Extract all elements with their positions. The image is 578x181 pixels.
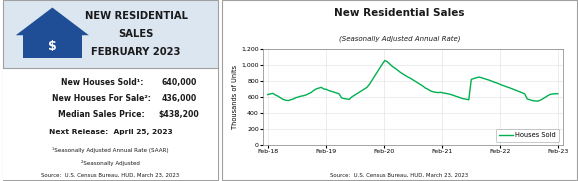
Text: New Houses For Sale²:: New Houses For Sale²: xyxy=(53,94,151,103)
Legend: Houses Sold: Houses Sold xyxy=(496,129,560,142)
Text: New Houses Sold¹:: New Houses Sold¹: xyxy=(61,78,143,87)
Houses Sold xyxy=(264,93,271,96)
FancyBboxPatch shape xyxy=(23,34,81,58)
Text: NEW RESIDENTIAL: NEW RESIDENTIAL xyxy=(84,11,188,21)
Houses Sold xyxy=(374,71,381,73)
Houses Sold xyxy=(331,91,338,93)
Houses Sold xyxy=(554,93,561,95)
Houses Sold xyxy=(381,59,388,62)
Text: ¹Seasonally Adjusted Annual Rate (SAAR): ¹Seasonally Adjusted Annual Rate (SAAR) xyxy=(52,148,169,153)
Text: New Residential Sales: New Residential Sales xyxy=(334,9,465,18)
FancyBboxPatch shape xyxy=(3,68,218,180)
Houses Sold xyxy=(521,93,528,95)
FancyBboxPatch shape xyxy=(3,0,218,180)
Y-axis label: Thousands of Units: Thousands of Units xyxy=(232,65,238,129)
FancyBboxPatch shape xyxy=(222,0,577,180)
Text: Median Sales Price:: Median Sales Price: xyxy=(58,110,145,119)
Text: SALES: SALES xyxy=(118,29,154,39)
Text: Source:  U.S. Census Bureau, HUD, March 23, 2023: Source: U.S. Census Bureau, HUD, March 2… xyxy=(331,173,469,178)
Houses Sold xyxy=(442,92,449,94)
Text: FEBRUARY 2023: FEBRUARY 2023 xyxy=(91,47,181,57)
Text: 436,000: 436,000 xyxy=(161,94,197,103)
Text: Source:  U.S. Census Bureau, HUD, March 23, 2023: Source: U.S. Census Bureau, HUD, March 2… xyxy=(41,172,180,178)
Text: $438,200: $438,200 xyxy=(159,110,199,119)
Houses Sold xyxy=(534,100,541,102)
Houses Sold xyxy=(302,94,309,96)
Text: Next Release:  April 25, 2023: Next Release: April 25, 2023 xyxy=(49,129,172,135)
Polygon shape xyxy=(16,8,89,35)
Text: $: $ xyxy=(48,40,57,53)
Text: ²Seasonally Adjusted: ²Seasonally Adjusted xyxy=(81,160,140,166)
Houses Sold xyxy=(358,89,365,92)
Text: (Seasonally Adjusted Annual Rate): (Seasonally Adjusted Annual Rate) xyxy=(339,35,460,42)
Line: Houses Sold: Houses Sold xyxy=(268,60,558,101)
Text: 640,000: 640,000 xyxy=(161,78,197,87)
